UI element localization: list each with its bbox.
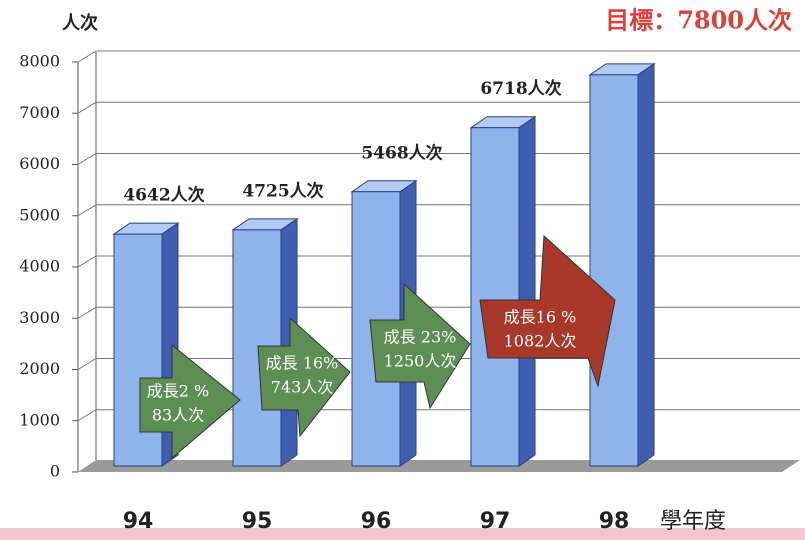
bar-side	[518, 115, 536, 467]
y-tick-label: 5000	[19, 205, 60, 224]
value-label: 5468人次	[361, 142, 442, 163]
annotation-text: 成長 16%	[266, 354, 339, 373]
x-tick-label: 96	[361, 509, 392, 534]
y-tick-label: 8000	[19, 52, 60, 71]
y-tick-label: 4000	[19, 257, 60, 276]
growth-arrow	[139, 343, 241, 460]
y-tick-label: 6000	[19, 154, 60, 173]
annotation-text: 83人次	[152, 406, 204, 425]
bar	[589, 74, 639, 467]
grid-line	[77, 204, 800, 217]
x-axis-label: 學年度	[660, 509, 726, 534]
x-tick-label: 95	[242, 509, 273, 534]
bar-side	[637, 62, 655, 467]
floor	[78, 460, 800, 472]
annotation-text: 成長16 %	[504, 308, 577, 327]
value-label: 6718人次	[480, 78, 561, 99]
annotation-text: 1082人次	[504, 332, 577, 351]
goal-title: 目標：7800人次	[605, 6, 792, 35]
value-label: 4725人次	[242, 180, 323, 201]
grid-line	[77, 50, 800, 63]
bar	[470, 127, 520, 467]
x-tick-label: 94	[123, 509, 154, 534]
y-tick-label: 0	[50, 462, 60, 481]
annotation-text: 743人次	[271, 378, 334, 397]
value-label: 4642人次	[123, 185, 204, 206]
growth-arrow	[479, 234, 616, 388]
y-tick-label: 1000	[19, 410, 60, 429]
x-tick-label: 97	[480, 509, 511, 534]
x-tick-label: 98	[599, 509, 630, 534]
y-tick-label: 3000	[19, 308, 60, 327]
y-axis-label: 人次	[62, 12, 98, 34]
grid-line	[77, 409, 800, 422]
y-tick-label: 2000	[19, 359, 60, 378]
growth-arrow	[257, 316, 351, 438]
annotation-text: 成長2 %	[147, 382, 209, 401]
annotation-text: 成長 23%	[384, 328, 457, 347]
grid-line	[77, 101, 800, 114]
y-tick-label: 7000	[19, 103, 60, 122]
growth-arrow	[369, 282, 471, 410]
bottom-stripe	[0, 528, 805, 540]
grid-line	[77, 153, 800, 165]
bars	[112, 62, 656, 467]
grid-line	[77, 255, 800, 268]
annotation-text: 1250人次	[384, 352, 457, 371]
